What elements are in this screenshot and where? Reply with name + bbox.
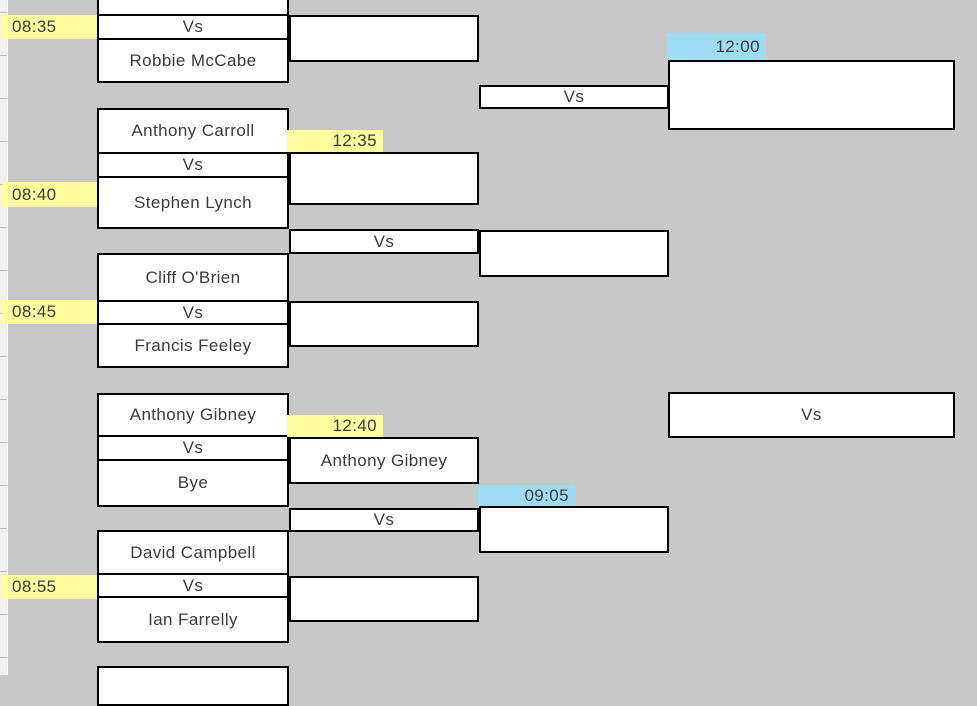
winner-slot-r3-match1[interactable]: [479, 230, 669, 277]
winner-slot-r2-match5[interactable]: [289, 576, 479, 622]
schedule-time-1235[interactable]: 12:35: [287, 130, 383, 152]
tournament-bracket: 08:35 08:40 08:45 08:55 Vs Robbie McCabe…: [0, 0, 955, 706]
schedule-time-0845[interactable]: 08:45: [2, 300, 97, 324]
winner-slot-r2-match3[interactable]: [289, 301, 479, 347]
vs-cell-r2-top[interactable]: Vs: [289, 229, 479, 254]
vs-cell-r4[interactable]: Vs: [668, 392, 955, 438]
player-cell-robbie-mccabe[interactable]: Robbie McCabe: [97, 38, 289, 83]
player-cell-match6-partial[interactable]: [97, 666, 289, 706]
player-cell-ian-farrelly[interactable]: Ian Farrelly: [97, 596, 289, 643]
schedule-time-0855[interactable]: 08:55: [2, 575, 97, 599]
player-cell-stephen-lynch[interactable]: Stephen Lynch: [97, 176, 289, 229]
vs-cell-match4[interactable]: Vs: [97, 435, 289, 461]
winner-slot-r2-match1[interactable]: [289, 15, 479, 62]
player-cell-cliff-obrien[interactable]: Cliff O'Brien: [97, 253, 289, 302]
schedule-time-1240[interactable]: 12:40: [287, 415, 383, 437]
vs-cell-match5[interactable]: Vs: [97, 573, 289, 598]
winner-slot-r4-top[interactable]: [668, 60, 955, 130]
vs-cell-r3-top[interactable]: Vs: [479, 85, 669, 109]
vs-cell-match1[interactable]: Vs: [97, 14, 289, 40]
schedule-time-0835[interactable]: 08:35: [2, 15, 97, 39]
winner-slot-r2-match2[interactable]: [289, 152, 479, 205]
schedule-time-0905[interactable]: 09:05: [478, 485, 575, 506]
winner-cell-anthony-gibney[interactable]: Anthony Gibney: [289, 437, 479, 484]
row-gridline-strip: [0, 0, 8, 675]
player-cell-david-campbell[interactable]: David Campbell: [97, 530, 289, 575]
player-cell-francis-feeley[interactable]: Francis Feeley: [97, 323, 289, 368]
vs-cell-match3[interactable]: Vs: [97, 300, 289, 325]
player-cell-bye[interactable]: Bye: [97, 459, 289, 507]
vs-cell-match2[interactable]: Vs: [97, 152, 289, 178]
schedule-time-1200[interactable]: 12:00: [667, 33, 766, 60]
winner-slot-r3-match2[interactable]: [479, 506, 669, 553]
schedule-time-0840[interactable]: 08:40: [2, 182, 97, 207]
vs-cell-r2-bottom[interactable]: Vs: [289, 508, 479, 532]
player-cell-anthony-gibney[interactable]: Anthony Gibney: [97, 393, 289, 437]
player-cell-anthony-carroll[interactable]: Anthony Carroll: [97, 108, 289, 154]
